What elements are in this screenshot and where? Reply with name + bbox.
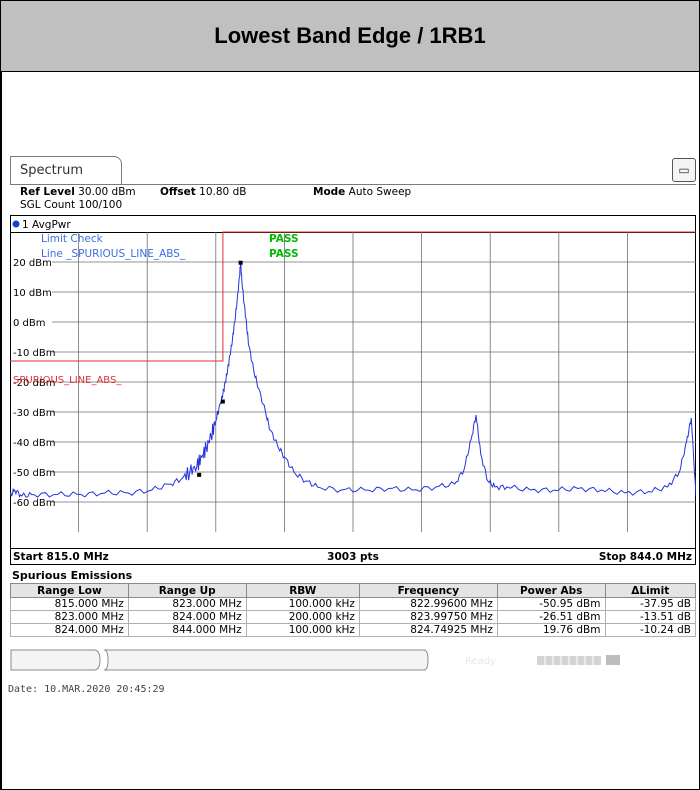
status-field-left[interactable] [10,649,101,671]
table-row: 823.000 MHz 824.000 MHz 200.000 kHz 823.… [10,610,696,624]
trace-label: 1 AvgPwr [22,219,71,231]
page-title: Lowest Band Edge / 1RB1 [214,23,486,48]
y-axis-labels: 20 dBm 10 dBm 0 dBm -10 dBm -20 dBm -30 dBm -4… [13,258,55,509]
mode-label: Mode [313,186,346,198]
date-stamp: Date: 10.MAR.2020 20:45:29 [8,684,165,695]
col-range-up: Range Up [127,583,247,598]
y-tick-label: -20 dBm [13,378,55,389]
delta-limit-cell: -37.95 dB [604,597,696,611]
peak-marker [238,260,243,265]
tab-divider [10,184,696,185]
delta-limit-cell: -10.24 dB [604,623,696,637]
peak-marker [197,472,202,477]
power-abs-cell: -50.95 dBm [496,597,606,611]
ref-level-readout: Ref Level 30.00 dBm [20,186,136,198]
table-row: 824.000 MHz 844.000 MHz 100.000 kHz 824.… [10,623,696,637]
start-frequency: Start 815.0 MHz [13,551,109,563]
y-tick-label: 0 dBm [13,318,46,329]
limit-check-label: Limit Check [41,233,104,245]
left-border [0,0,2,790]
limit-line-name: SPURIOUS_LINE_ABS_ [13,375,122,386]
delta-limit-cell: -13.51 dB [604,610,696,624]
limit-check-result: PASS [269,233,299,245]
power-abs-cell: 19.76 dBm [496,623,606,637]
offset-readout: Offset 10.80 dB [160,186,246,198]
screen-config-icon[interactable]: ▭ [672,158,696,182]
range-up-cell: 823.000 MHz [127,597,247,611]
title-bar: Lowest Band Edge / 1RB1 [1,1,699,72]
range-low-cell: 823.000 MHz [10,610,129,624]
sweep-points: 3003 pts [327,551,379,563]
sgl-count: SGL Count 100/100 [20,199,123,211]
tab-spectrum[interactable]: Spectrum [10,156,122,185]
col-frequency: Frequency [358,583,498,598]
spectrum-chart: 20 dBm 10 dBm 0 dBm -10 dBm -20 dBm -30 dBm -4… [10,215,696,565]
spurious-header-row: Range Low Range Up RBW Frequency Power A… [10,583,696,598]
lxi-icon [606,655,620,665]
progress-bar-icon [537,656,601,665]
y-tick-label: -60 dBm [13,498,55,509]
peak-marker [220,399,225,404]
rbw-cell: 100.000 kHz [245,623,360,637]
spurious-table: Range Low Range Up RBW Frequency Power A… [10,583,696,637]
frequency-cell: 823.99750 MHz [358,610,498,624]
table-row: 815.000 MHz 823.000 MHz 100.000 kHz 822.… [10,597,696,611]
range-low-cell: 815.000 MHz [10,597,129,611]
trace-line [10,261,696,498]
ref-level-label: Ref Level [20,186,75,198]
ref-level-value: 30.00 dBm [78,186,136,198]
range-up-cell: 844.000 MHz [127,623,247,637]
col-range-low: Range Low [10,583,129,598]
chart-grid [52,232,696,532]
y-tick-label: -50 dBm [13,468,55,479]
y-tick-label: -30 dBm [13,408,55,419]
trace-indicator-icon [12,220,20,228]
limit-line-label: Line _SPURIOUS_LINE_ABS_ [41,248,186,260]
rbw-cell: 100.000 kHz [245,597,360,611]
status-bar: Ready [10,649,620,671]
offset-label: Offset [160,186,196,198]
mode-readout: Mode Auto Sweep [313,186,411,198]
mode-value: Auto Sweep [348,186,412,198]
col-rbw: RBW [245,583,360,598]
frequency-cell: 824.74925 MHz [358,623,498,637]
offset-value: 10.80 dB [199,186,247,198]
y-tick-label: -40 dBm [13,438,55,449]
col-power-abs: Power Abs [496,583,606,598]
frequency-cell: 822.99600 MHz [358,597,498,611]
status-field-message[interactable] [103,649,429,671]
col-delta-limit: ΔLimit [604,583,696,598]
y-tick-label: 20 dBm [13,258,52,269]
rbw-cell: 200.000 kHz [245,610,360,624]
ready-status: Ready [465,656,496,667]
limit-line-result: PASS [269,248,299,260]
marker-group [197,260,243,477]
y-tick-label: -10 dBm [13,348,55,359]
tab-spectrum-label: Spectrum [20,163,83,178]
range-up-cell: 824.000 MHz [127,610,247,624]
power-abs-cell: -26.51 dBm [496,610,606,624]
range-low-cell: 824.000 MHz [10,623,129,637]
limit-line [10,231,696,362]
stop-frequency: Stop 844.0 MHz [599,551,692,563]
y-tick-label: 10 dBm [13,288,52,299]
spurious-title: Spurious Emissions [12,569,133,582]
spurious-emissions-table: Spurious Emissions Range Low Range Up RB… [10,569,696,637]
